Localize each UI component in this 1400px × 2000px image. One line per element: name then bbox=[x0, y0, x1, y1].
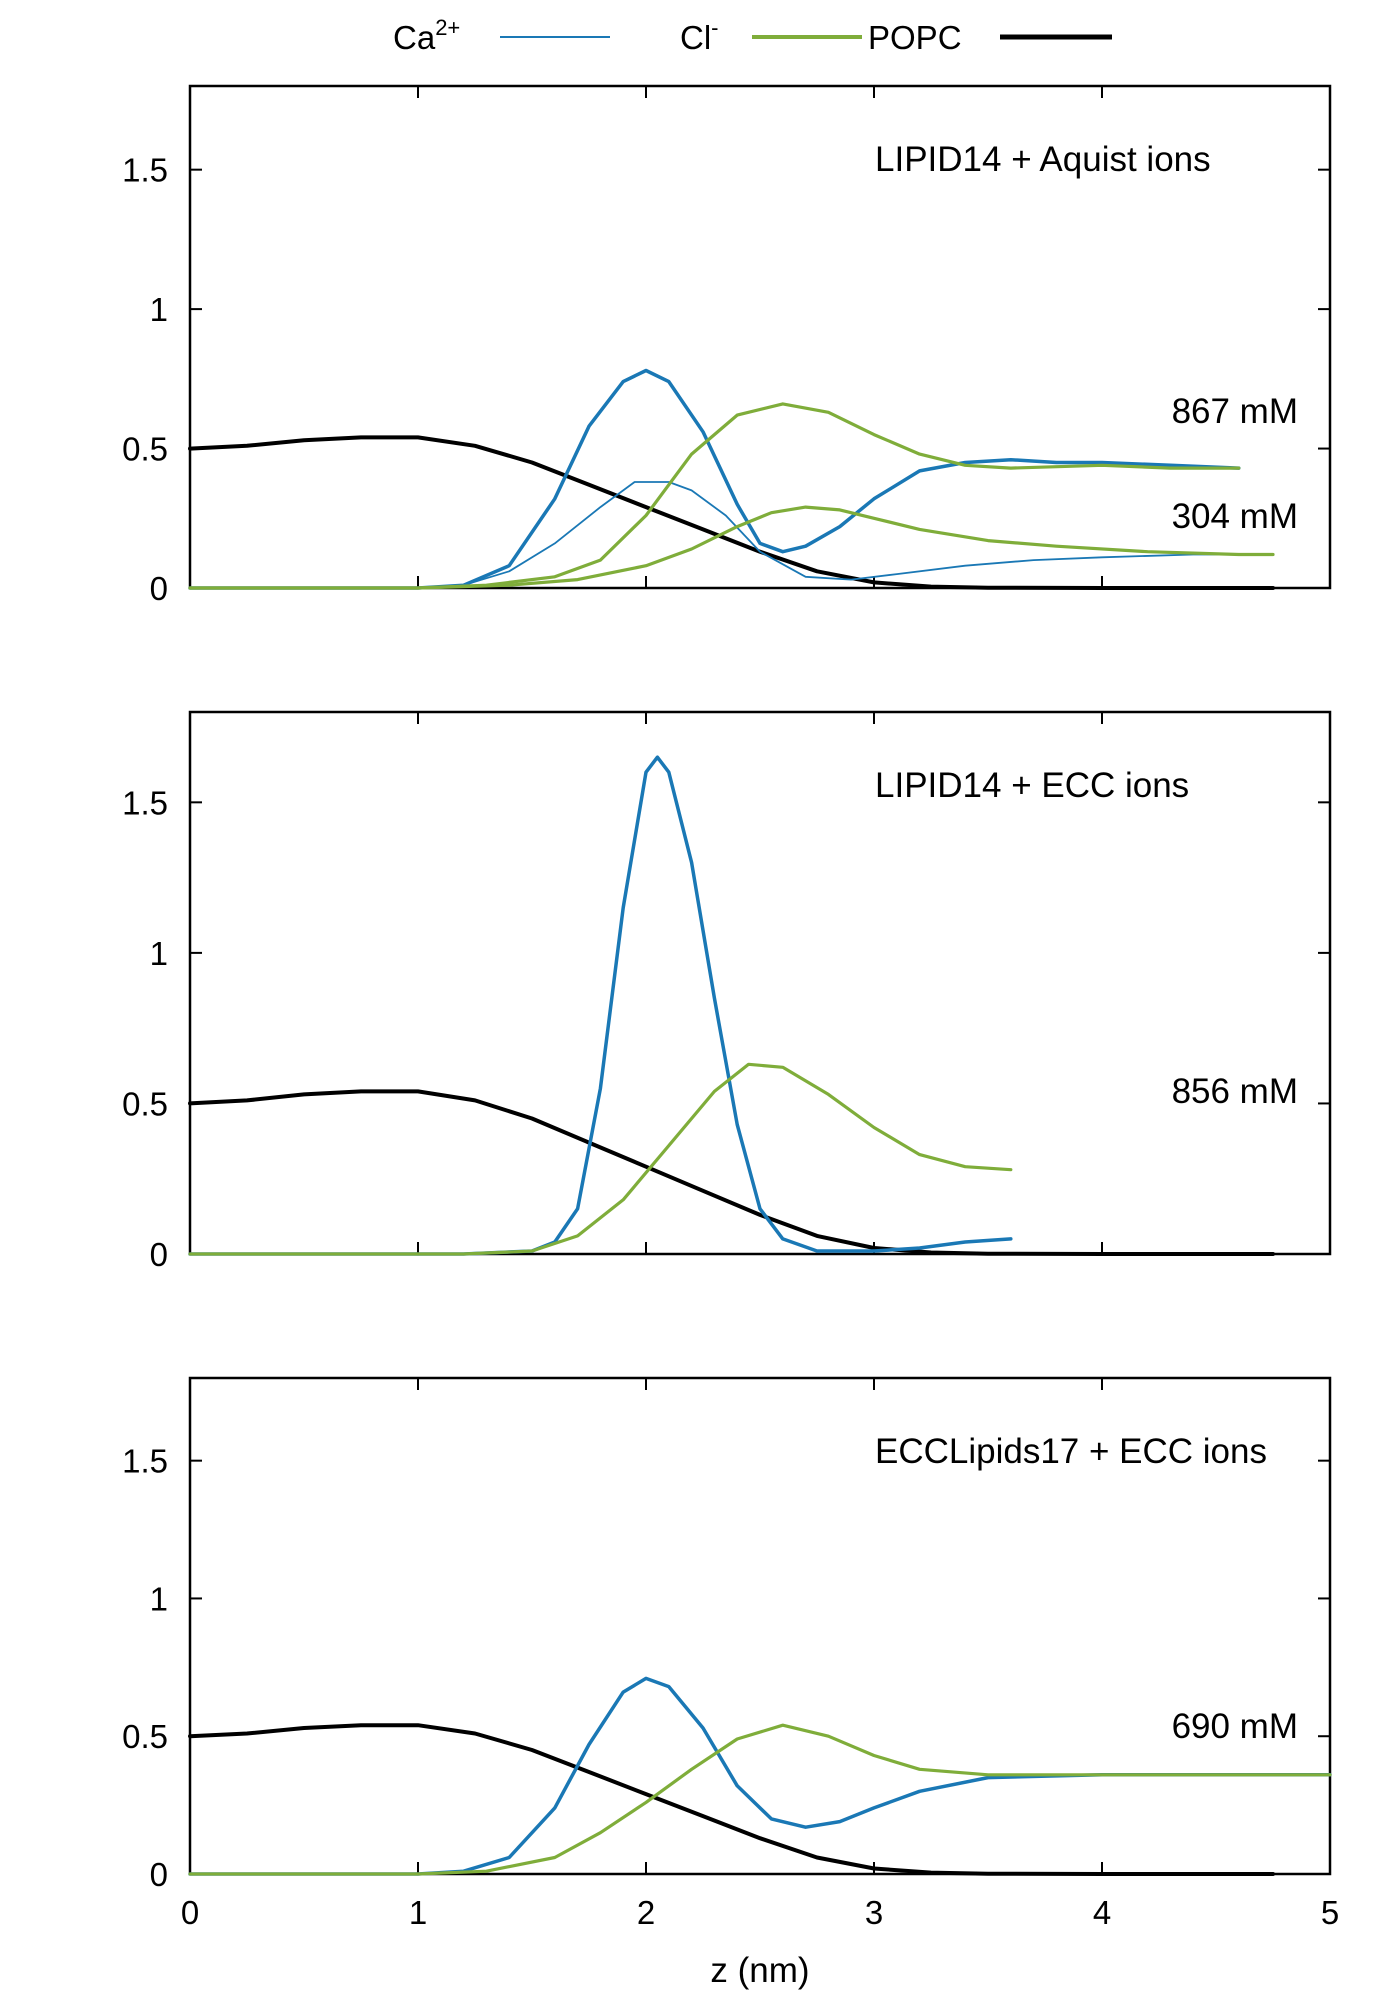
series-cl-304-mm bbox=[188, 505, 1275, 590]
y-tick-label: 1 bbox=[150, 935, 168, 972]
panel-annotation: ECCLipids17 + ECC ions bbox=[875, 1432, 1267, 1471]
x-axis-label: z (nm) bbox=[710, 1951, 809, 1990]
series-ca2 bbox=[188, 755, 1013, 1256]
panel-3: 0 1 2 3 4 5 0 0.5 1 1.5 ECCLipids17 + ECC ions 690 … bbox=[122, 1376, 1339, 1990]
x-tick-label: 4 bbox=[1093, 1894, 1111, 1931]
panels: 0 0.5 1 1.5 LIPID14 + Aquist ions 867 mM 304 m… bbox=[122, 84, 1339, 1990]
plot-frame bbox=[188, 1376, 1332, 1876]
plot-frame bbox=[188, 84, 1332, 590]
legend-ca-label: Ca2+ bbox=[393, 15, 460, 56]
panel-2: 0 0.5 1 1.5 LIPID14 + ECC ions 856 mM bbox=[122, 710, 1332, 1273]
series-ca2 bbox=[188, 1676, 1332, 1876]
y-tick-label: 1.5 bbox=[122, 152, 168, 189]
panel-annotation: LIPID14 + Aquist ions bbox=[875, 140, 1211, 179]
y-tick-label: 0 bbox=[150, 1236, 168, 1273]
panel-annotation: LIPID14 + ECC ions bbox=[875, 766, 1189, 805]
series-cl bbox=[188, 1723, 1332, 1876]
legend-cl-label: Cl- bbox=[680, 15, 719, 56]
x-tick-label: 2 bbox=[637, 1894, 655, 1931]
legend-popc-label: POPC bbox=[868, 19, 962, 56]
series-ca2-867-mm bbox=[188, 368, 1241, 590]
series-cl bbox=[188, 1062, 1013, 1256]
y-tick-label: 0 bbox=[150, 570, 168, 607]
y-tick-label: 1.5 bbox=[122, 1443, 168, 1480]
concentration-label: 867 mM bbox=[1172, 392, 1298, 431]
x-tick-label: 3 bbox=[865, 1894, 883, 1931]
series-popc bbox=[188, 435, 1275, 590]
y-tick-label: 0.5 bbox=[122, 1718, 168, 1755]
x-tick-label: 1 bbox=[409, 1894, 427, 1931]
concentration-label: 690 mM bbox=[1172, 1707, 1298, 1746]
series-cl-867-mm bbox=[188, 402, 1241, 590]
plot-frame bbox=[188, 710, 1332, 1256]
series-popc bbox=[188, 1089, 1275, 1256]
series-popc bbox=[188, 1723, 1275, 1876]
y-tick-label: 1.5 bbox=[122, 784, 168, 821]
x-tick-label: 0 bbox=[181, 1894, 199, 1931]
y-tick-label: 0.5 bbox=[122, 431, 168, 468]
y-tick-label: 0.5 bbox=[122, 1085, 168, 1122]
series-ca2-304-mm bbox=[189, 481, 1274, 589]
legend: Ca2+ Cl- POPC bbox=[393, 15, 1112, 56]
y-tick-label: 1 bbox=[150, 291, 168, 328]
x-tick-label: 5 bbox=[1321, 1894, 1339, 1931]
y-tick-label: 0 bbox=[150, 1856, 168, 1893]
y-tick-label: 1 bbox=[150, 1580, 168, 1617]
concentration-label: 304 mM bbox=[1172, 497, 1298, 536]
panel-1: 0 0.5 1 1.5 LIPID14 + Aquist ions 867 mM 304 m… bbox=[122, 84, 1332, 607]
concentration-label: 856 mM bbox=[1172, 1072, 1298, 1111]
